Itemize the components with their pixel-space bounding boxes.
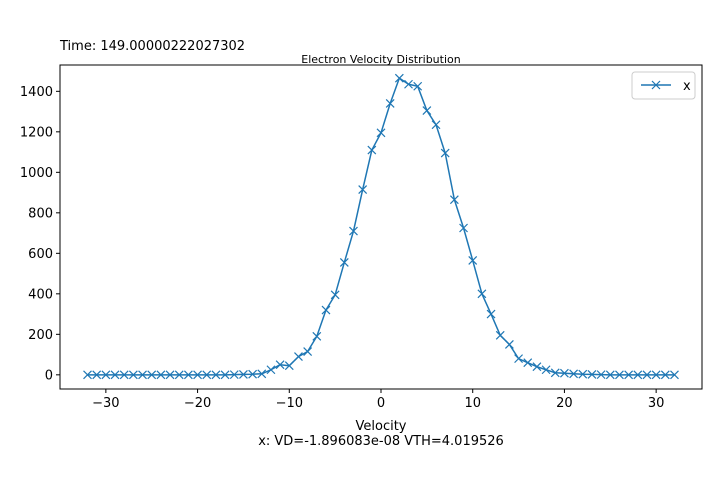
data-point xyxy=(294,352,303,362)
y-tick-label: 0 xyxy=(45,368,53,383)
data-point xyxy=(404,79,413,89)
data-point xyxy=(339,258,349,267)
data-point xyxy=(119,370,129,380)
data-point xyxy=(349,226,358,236)
series-line xyxy=(87,77,675,376)
data-point xyxy=(651,370,661,380)
data-point xyxy=(138,370,147,380)
data-point xyxy=(495,330,505,340)
x-tick-label: 10 xyxy=(464,396,481,411)
data-point xyxy=(596,370,606,380)
time-label: Time: 149.00000222027302 xyxy=(59,39,245,54)
data-point xyxy=(174,370,184,380)
y-tick-label: 1400 xyxy=(20,85,53,100)
data-point xyxy=(605,370,615,380)
data-point xyxy=(449,195,459,205)
x-tick-label: −10 xyxy=(276,396,303,411)
data-point xyxy=(633,370,643,380)
data-point xyxy=(92,370,102,380)
data-point xyxy=(147,370,157,380)
data-point xyxy=(440,148,450,158)
data-point xyxy=(385,99,395,108)
data-point xyxy=(275,360,285,370)
x-tick-label: 0 xyxy=(377,396,385,411)
series-layer xyxy=(83,73,679,380)
data-point xyxy=(541,365,551,375)
data-point xyxy=(468,255,478,265)
y-tick-label: 200 xyxy=(28,328,53,343)
data-point xyxy=(413,81,423,91)
data-point xyxy=(321,305,331,315)
data-point xyxy=(220,370,230,380)
y-axis: 0 200 400 600 800 1000 1200 1400 xyxy=(20,85,60,383)
x-tick-label: −20 xyxy=(184,396,211,411)
data-point xyxy=(83,370,92,380)
data-point xyxy=(202,370,212,380)
data-point xyxy=(587,369,597,379)
data-point xyxy=(193,370,202,380)
data-point xyxy=(266,365,276,375)
x-tick-label: 30 xyxy=(648,396,665,411)
data-point xyxy=(660,370,670,380)
data-point xyxy=(422,106,432,115)
data-point xyxy=(257,369,267,379)
data-point xyxy=(211,370,221,380)
data-point xyxy=(615,370,624,380)
data-point xyxy=(670,370,679,380)
data-point xyxy=(477,289,487,299)
data-point xyxy=(229,370,239,380)
legend-label: x xyxy=(683,79,691,94)
data-point xyxy=(312,331,322,341)
data-point xyxy=(330,290,340,300)
data-point xyxy=(156,370,166,380)
data-point xyxy=(560,368,569,378)
y-tick-label: 1200 xyxy=(20,125,53,140)
data-point xyxy=(523,358,533,368)
y-tick-label: 800 xyxy=(28,206,53,221)
data-point xyxy=(394,73,404,83)
legend: x xyxy=(631,71,696,100)
data-point xyxy=(376,128,386,138)
data-point xyxy=(248,369,258,379)
data-point xyxy=(165,370,175,380)
data-point xyxy=(459,223,468,233)
data-point xyxy=(284,361,294,371)
data-point xyxy=(532,362,542,372)
x-axis: −30 −20 −10 0 10 20 30 xyxy=(92,389,664,411)
y-tick-label: 1000 xyxy=(20,166,53,181)
data-point xyxy=(569,369,579,379)
data-point xyxy=(128,370,138,380)
data-point xyxy=(431,120,441,130)
data-point xyxy=(624,370,634,380)
chart-title: Electron Velocity Distribution xyxy=(301,53,460,66)
data-point xyxy=(550,368,560,378)
legend-marker-x-icon xyxy=(651,80,661,90)
data-point xyxy=(358,185,368,194)
plot-frame xyxy=(59,64,703,390)
data-point xyxy=(504,340,514,349)
data-point xyxy=(514,354,523,364)
data-point xyxy=(303,347,313,356)
data-point xyxy=(101,370,111,380)
data-point xyxy=(239,369,248,379)
x-tick-label: 20 xyxy=(556,396,573,411)
x-axis-label: Velocity xyxy=(356,419,407,434)
y-tick-label: 600 xyxy=(28,247,53,262)
data-point xyxy=(183,370,193,380)
data-point xyxy=(486,309,496,319)
data-point xyxy=(642,370,652,380)
data-point xyxy=(110,370,120,380)
y-tick-label: 400 xyxy=(28,287,53,302)
data-point xyxy=(367,145,377,155)
data-point xyxy=(578,369,588,379)
x-tick-label: −30 xyxy=(92,396,119,411)
x-axis-sublabel: x: VD=-1.896083e-08 VTH=4.019526 xyxy=(258,434,504,449)
